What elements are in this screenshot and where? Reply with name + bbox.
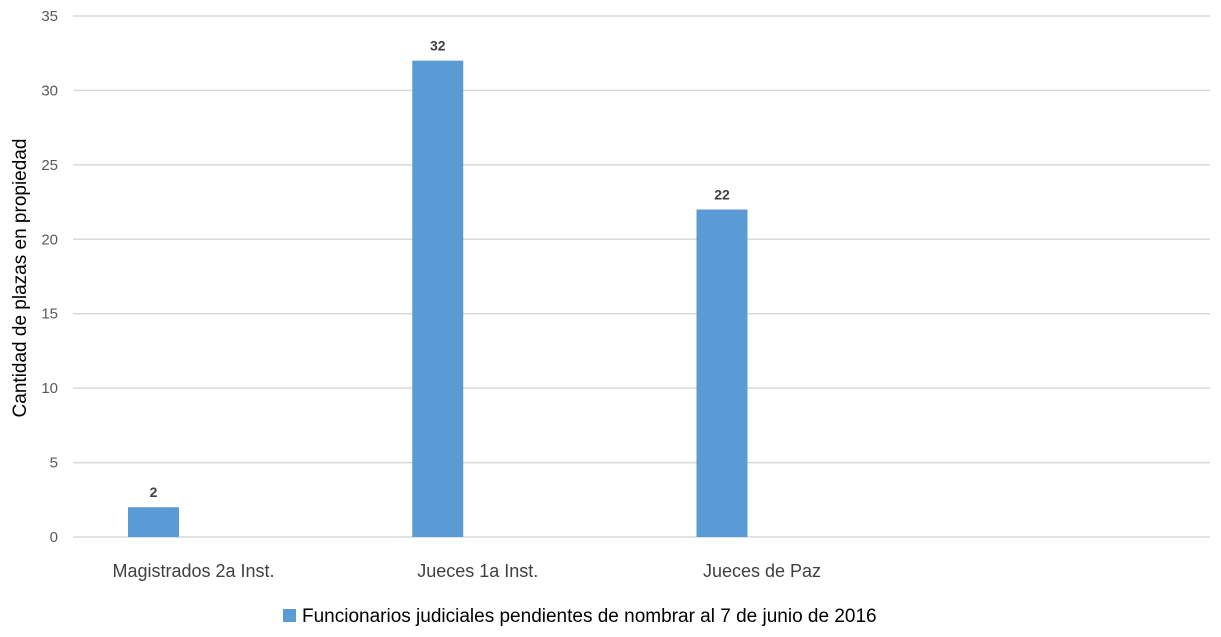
x-axis-categories: Magistrados 2a Inst. Jueces 1a Inst. Juece… [112, 561, 821, 581]
y-axis-ticks: 0 5 10 15 20 25 30 35 [41, 8, 58, 546]
y-tick-label: 0 [50, 529, 58, 546]
x-category-label: Jueces de Paz [703, 561, 821, 581]
bars [128, 60, 748, 538]
x-category-label: Jueces 1a Inst. [417, 561, 538, 581]
y-tick-label: 35 [41, 8, 58, 25]
y-tick-label: 25 [41, 157, 58, 174]
bar [128, 507, 179, 537]
y-tick-label: 30 [41, 82, 58, 99]
bar-value-label: 32 [430, 38, 446, 54]
y-axis-title: Cantidad de plazas en propiedad [10, 139, 31, 418]
legend: Funcionarios judiciales pendientes de no… [283, 606, 877, 627]
legend-swatch [283, 609, 296, 622]
bar-value-label: 22 [714, 187, 730, 203]
y-tick-label: 20 [41, 231, 58, 248]
y-tick-label: 5 [50, 455, 58, 472]
bar [412, 60, 464, 538]
bar [696, 209, 748, 537]
data-labels: 2 32 22 [150, 38, 730, 501]
legend-label: Funcionarios judiciales pendientes de no… [302, 606, 877, 627]
x-category-label: Magistrados 2a Inst. [112, 561, 274, 581]
y-tick-label: 10 [41, 380, 58, 397]
gridlines [73, 15, 1210, 538]
bar-value-label: 2 [150, 484, 158, 500]
y-tick-label: 15 [41, 306, 58, 323]
